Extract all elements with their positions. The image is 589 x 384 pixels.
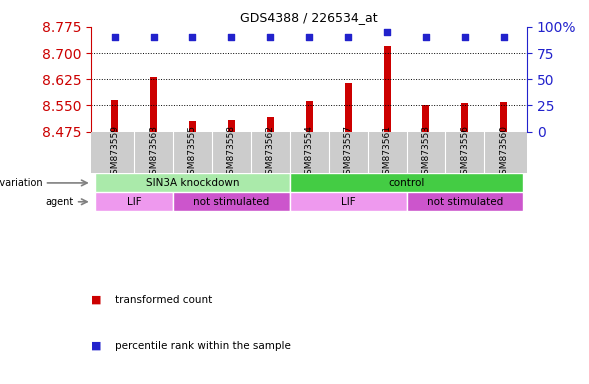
Text: GSM873555: GSM873555 — [188, 125, 197, 180]
Point — [421, 34, 431, 40]
Text: LIF: LIF — [127, 197, 141, 207]
Text: genotype/variation: genotype/variation — [0, 178, 42, 188]
Bar — [228, 120, 235, 132]
Text: not stimulated: not stimulated — [427, 197, 503, 207]
Text: GSM873554: GSM873554 — [305, 125, 314, 180]
Bar — [267, 117, 274, 132]
Text: control: control — [388, 178, 425, 188]
Bar — [461, 103, 468, 132]
Text: GSM873560: GSM873560 — [499, 125, 508, 180]
Point — [382, 29, 392, 35]
Point — [227, 34, 236, 40]
Text: transformed count: transformed count — [115, 295, 212, 305]
Bar — [111, 100, 118, 132]
Text: GSM873557: GSM873557 — [343, 125, 353, 180]
Text: GSM873563: GSM873563 — [149, 125, 158, 180]
Bar — [306, 101, 313, 132]
Bar — [290, 174, 523, 192]
Point — [343, 34, 353, 40]
Point — [149, 34, 158, 40]
Bar — [500, 102, 507, 132]
Bar — [95, 174, 290, 192]
Point — [305, 34, 314, 40]
Text: GSM873559: GSM873559 — [110, 125, 119, 180]
Text: not stimulated: not stimulated — [193, 197, 270, 207]
Text: GSM873553: GSM873553 — [422, 125, 431, 180]
Text: SIN3A knockdown: SIN3A knockdown — [145, 178, 239, 188]
Text: percentile rank within the sample: percentile rank within the sample — [115, 341, 291, 351]
Text: GSM873558: GSM873558 — [227, 125, 236, 180]
Point — [499, 34, 508, 40]
Bar — [345, 83, 352, 132]
Text: GSM873562: GSM873562 — [266, 125, 275, 180]
Bar — [422, 106, 429, 132]
Bar — [290, 192, 406, 211]
Bar — [95, 192, 173, 211]
Text: agent: agent — [45, 197, 74, 207]
Text: GSM873561: GSM873561 — [383, 125, 392, 180]
Text: LIF: LIF — [341, 197, 355, 207]
Bar — [383, 46, 391, 132]
Point — [460, 34, 469, 40]
Bar — [150, 78, 157, 132]
Title: GDS4388 / 226534_at: GDS4388 / 226534_at — [240, 11, 378, 24]
Point — [110, 34, 120, 40]
Point — [188, 34, 197, 40]
Text: GSM873556: GSM873556 — [461, 125, 469, 180]
Point — [266, 34, 275, 40]
Text: ■: ■ — [91, 341, 102, 351]
Bar — [189, 121, 196, 132]
Bar — [406, 192, 523, 211]
Bar — [173, 192, 290, 211]
Text: ■: ■ — [91, 295, 102, 305]
